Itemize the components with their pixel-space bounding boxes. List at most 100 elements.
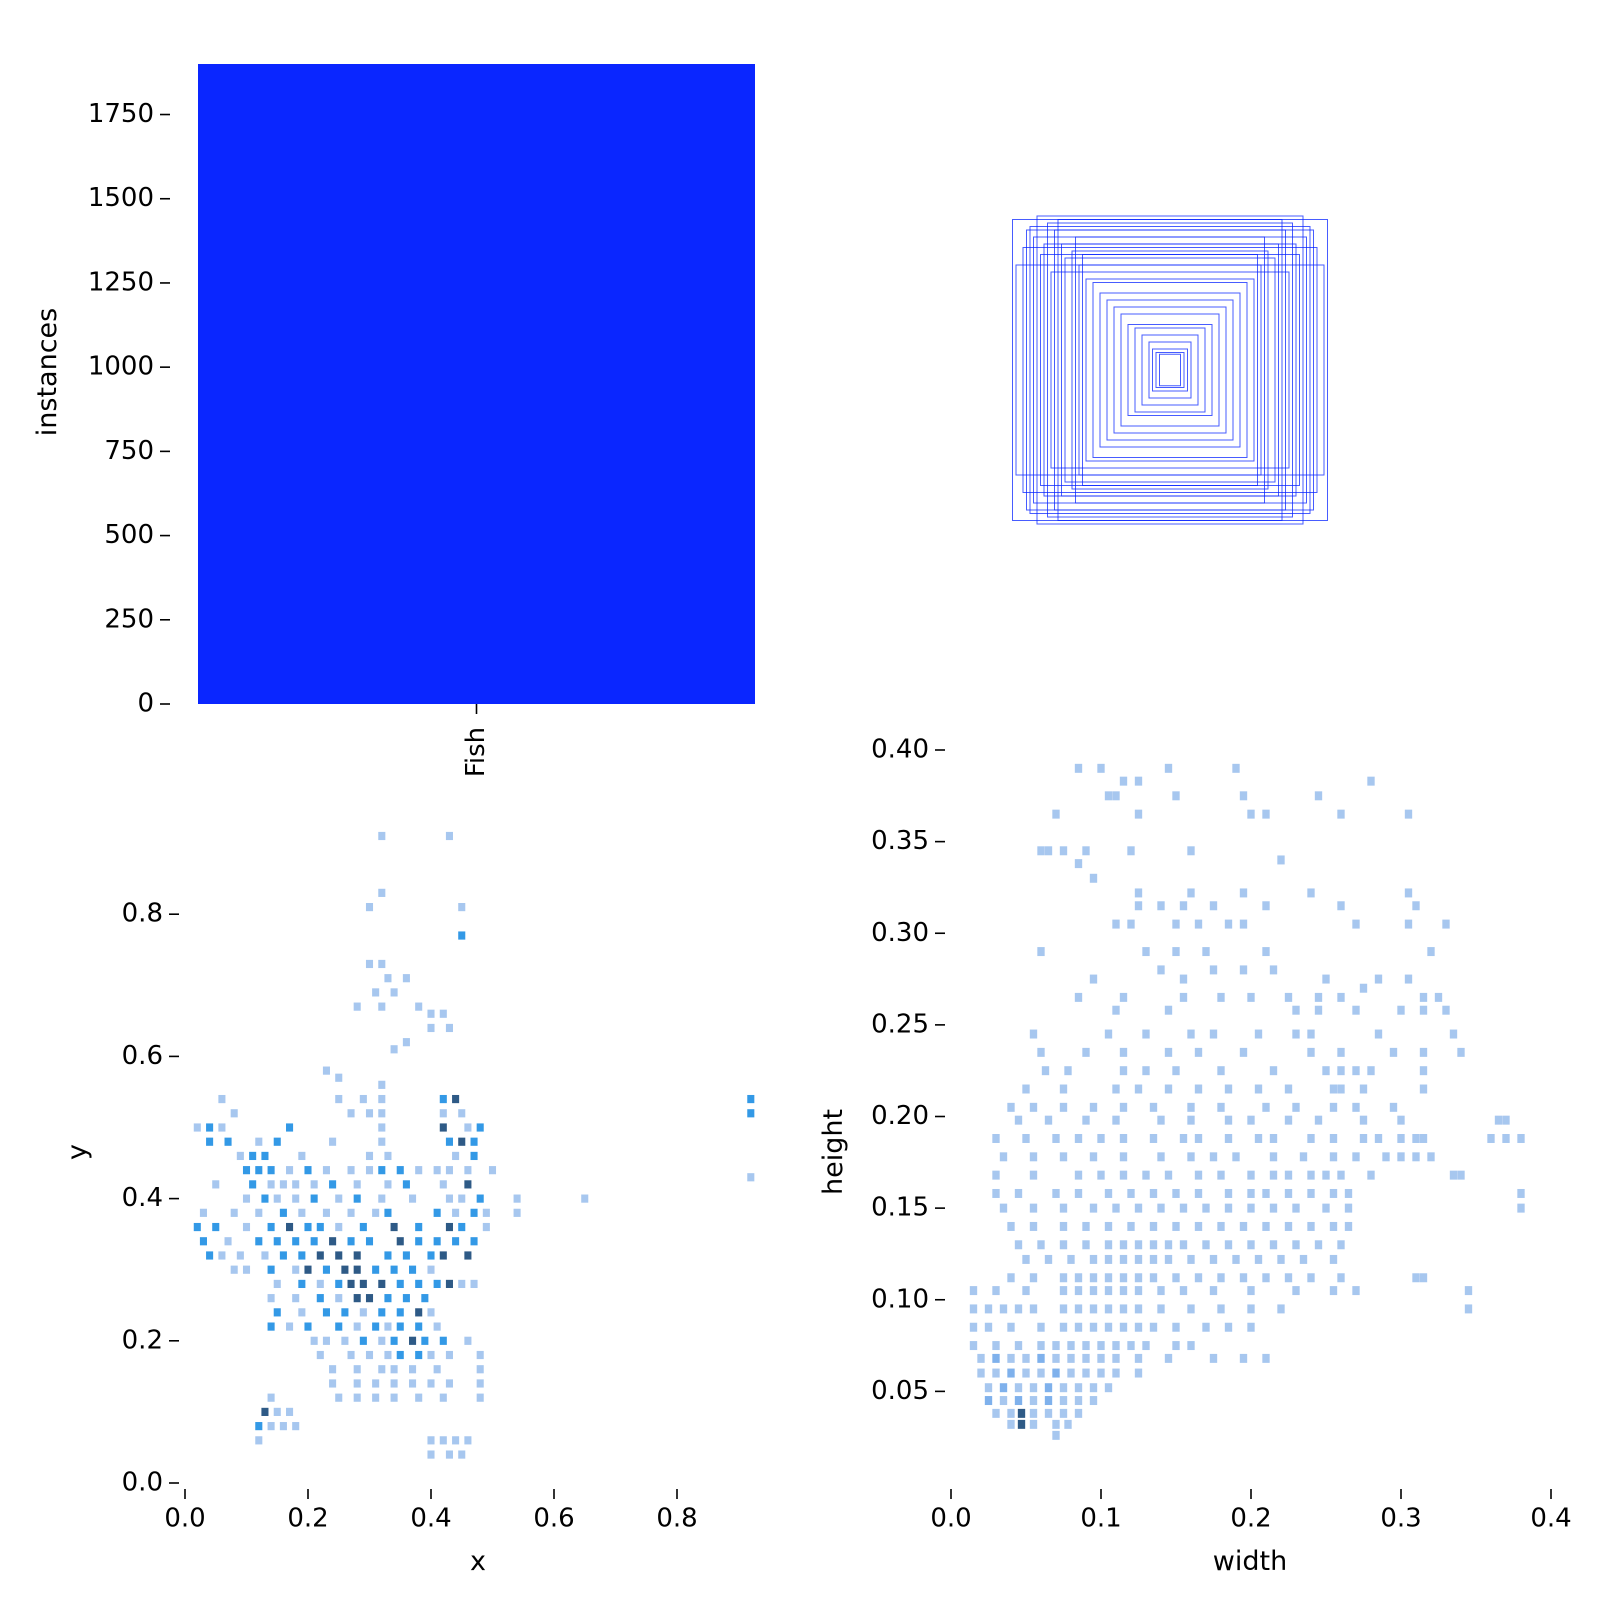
heatmap-cell (1194, 1273, 1203, 1283)
heatmap-cell (1172, 1066, 1180, 1076)
heatmap-cell (267, 1180, 275, 1189)
heatmap-cell (1029, 1383, 1038, 1393)
heatmap-cell (304, 1265, 312, 1274)
heatmap-cell (1187, 1254, 1195, 1264)
heatmap-cell (409, 1336, 417, 1345)
heatmap-cell (1239, 965, 1248, 975)
heatmap-cell (415, 1002, 423, 1011)
heatmap-cell (372, 1265, 380, 1274)
heatmap-cell (273, 1279, 281, 1289)
heatmap-cell (1149, 1102, 1158, 1112)
heatmap-cell (427, 1436, 435, 1445)
heatmap-cell (1089, 1322, 1098, 1332)
heatmap-cell (1059, 1203, 1068, 1213)
heatmap-cell (445, 1023, 453, 1033)
heatmap-cell (439, 1436, 447, 1445)
heatmap-cell (1157, 1304, 1165, 1314)
heatmap-cell (1457, 1047, 1465, 1057)
heatmap-cell (476, 1379, 484, 1388)
heatmap-cell (1209, 1286, 1218, 1296)
heatmap-cell (199, 1237, 207, 1246)
heatmap-cell (427, 1308, 435, 1317)
heatmap-cell (218, 1094, 226, 1104)
x-tick-label: 0.2 (1230, 1504, 1271, 1534)
heatmap-cell (1172, 919, 1180, 929)
heatmap-cell (1134, 776, 1143, 786)
heatmap-cell (1014, 1115, 1023, 1125)
heatmap-cell (255, 1422, 263, 1431)
heatmap-cell (1179, 1134, 1188, 1143)
heatmap-cell (1262, 1353, 1270, 1363)
heatmap-cell (1059, 1084, 1068, 1094)
heatmap-cell (1352, 1005, 1360, 1015)
heatmap-cell (267, 1322, 275, 1331)
heatmap-cell (1194, 1084, 1203, 1094)
heatmap-cell (378, 1308, 386, 1317)
heatmap-cell (1059, 846, 1068, 856)
heatmap-cell (206, 1123, 214, 1132)
heatmap-cell (372, 1208, 380, 1217)
heatmap-cell (1119, 1304, 1128, 1314)
heatmap-cell (1329, 1286, 1338, 1296)
heatmap-cell (992, 1170, 1000, 1180)
heatmap-cell (292, 1237, 300, 1246)
bbox-rect (1036, 215, 1304, 525)
heatmap-cell (1074, 859, 1083, 869)
heatmap-cell (378, 1080, 386, 1089)
heatmap-cell (1344, 1188, 1353, 1198)
heatmap-cell (1314, 1240, 1323, 1250)
heatmap-cell (445, 1166, 453, 1175)
heatmap-cell (396, 1350, 404, 1360)
bbox-rect (1141, 334, 1199, 406)
heatmap-cell (1157, 1152, 1165, 1162)
heatmap-cell (1007, 1102, 1015, 1112)
heatmap-cell (1292, 1102, 1300, 1112)
heatmap-cell (1209, 901, 1218, 911)
heatmap-cell (1247, 1304, 1255, 1314)
heatmap-cell (1089, 1383, 1098, 1393)
heatmap-cell (476, 1350, 484, 1360)
heatmap-cell (273, 1237, 281, 1246)
heatmap-cell (433, 1237, 441, 1246)
heatmap-cell (470, 1137, 478, 1146)
heatmap-cell (1089, 1286, 1098, 1296)
heatmap-cell (1119, 1254, 1128, 1264)
heatmap-cell (1412, 1134, 1420, 1143)
x-axis-ticks: 0.0 0.2 0.4 0.6 0.8 (164, 1489, 698, 1534)
heatmap-cell (1239, 888, 1248, 898)
x-tick-label: 0.8 (656, 1504, 697, 1534)
heatmap-cell (1179, 974, 1188, 984)
heatmap-cell (279, 1208, 287, 1217)
heatmap-cell (279, 1251, 287, 1260)
heatmap-cell (1134, 1203, 1143, 1213)
heatmap-cell (341, 1336, 349, 1345)
heatmap-cell (1419, 1273, 1428, 1283)
heatmap-cell (402, 1180, 410, 1189)
heatmap-cell (1337, 992, 1345, 1002)
heatmap-cell (1014, 1304, 1023, 1314)
heatmap-cell (1097, 1368, 1105, 1378)
heatmap-cell (1082, 1115, 1090, 1125)
heatmap-cell (329, 1237, 337, 1246)
heatmap-cell (1119, 1286, 1128, 1296)
heatmap-cell (1247, 809, 1255, 819)
y-axis-label: instances (32, 308, 63, 436)
heatmap-cell (1112, 1203, 1120, 1213)
heatmap-cell (1277, 1304, 1285, 1314)
heatmap-cell (286, 1407, 294, 1416)
heatmap-cell (249, 1180, 257, 1189)
y-tick-label: 0.35 (871, 826, 929, 856)
heatmap-cell (1209, 1254, 1218, 1264)
heatmap-cell (1224, 1084, 1233, 1094)
heatmap-cell (292, 1180, 300, 1189)
heatmap-cell (1164, 763, 1173, 773)
heatmap-cell (1262, 1188, 1270, 1198)
heatmap-cell (458, 1137, 466, 1146)
heatmap-cell (1134, 1304, 1143, 1314)
heatmap-cell (1269, 1170, 1278, 1180)
heatmap-cell (1142, 1341, 1150, 1351)
heatmap-cell (1457, 1170, 1465, 1180)
heatmap-cell (1329, 1084, 1338, 1094)
heatmap-cell (427, 1450, 435, 1459)
heatmap-cell (378, 1123, 386, 1132)
